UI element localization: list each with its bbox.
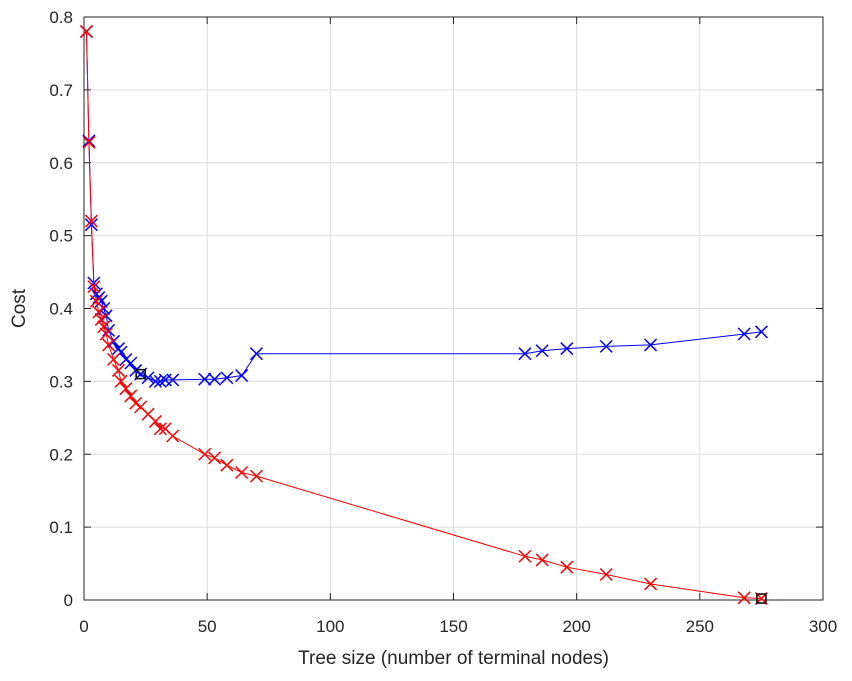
data-point-marker bbox=[599, 339, 613, 353]
data-point-marker bbox=[560, 342, 574, 356]
data-point-marker bbox=[111, 363, 126, 377]
y-tick-label: 0 bbox=[64, 591, 73, 610]
x-tick-label: 100 bbox=[316, 617, 344, 636]
data-point-marker bbox=[148, 414, 162, 428]
data-point-marker bbox=[560, 560, 574, 574]
data-point-marker bbox=[92, 305, 106, 319]
data-point-marker bbox=[518, 347, 532, 361]
best-point-marker bbox=[135, 368, 146, 380]
x-tick-label: 300 bbox=[809, 617, 837, 636]
series-layer bbox=[79, 25, 768, 606]
y-tick-label: 0.6 bbox=[49, 154, 73, 173]
x-tick-label: 0 bbox=[79, 617, 88, 636]
series-2 bbox=[79, 25, 768, 606]
data-point-marker bbox=[166, 429, 180, 443]
x-tick-label: 50 bbox=[198, 617, 217, 636]
y-tick-label: 0.1 bbox=[49, 518, 73, 537]
data-point-marker bbox=[737, 327, 751, 341]
data-point-marker bbox=[111, 342, 126, 356]
data-point-marker bbox=[535, 553, 549, 567]
data-point-marker bbox=[82, 135, 96, 149]
data-point-marker bbox=[124, 356, 138, 370]
data-point-marker bbox=[208, 372, 222, 386]
y-tick-label: 0.7 bbox=[49, 81, 73, 100]
data-point-marker bbox=[153, 422, 167, 436]
x-tick-label: 250 bbox=[686, 617, 714, 636]
x-tick-label: 200 bbox=[562, 617, 590, 636]
data-point-marker bbox=[107, 352, 121, 367]
data-point-marker bbox=[518, 549, 532, 563]
data-point-marker bbox=[249, 347, 263, 361]
data-point-marker bbox=[89, 294, 103, 308]
data-point-marker bbox=[220, 371, 234, 385]
series-1 bbox=[79, 25, 768, 388]
best-point-marker bbox=[756, 593, 767, 604]
data-point-marker bbox=[644, 338, 658, 352]
data-point-marker bbox=[198, 447, 212, 461]
data-point-marker bbox=[249, 469, 263, 483]
data-point-marker bbox=[79, 25, 93, 39]
y-tick-label: 0.3 bbox=[49, 372, 73, 391]
data-point-marker bbox=[99, 327, 113, 341]
data-point-marker bbox=[94, 312, 108, 326]
data-point-marker bbox=[235, 465, 249, 479]
data-point-marker bbox=[644, 577, 658, 591]
data-point-marker bbox=[535, 344, 549, 358]
data-point-marker bbox=[124, 389, 138, 403]
data-point-marker bbox=[198, 372, 212, 386]
data-point-marker bbox=[166, 373, 180, 387]
y-axis-label: Cost bbox=[9, 288, 30, 328]
data-point-marker bbox=[235, 369, 249, 383]
data-point-marker bbox=[599, 567, 613, 582]
x-axis-ticks: 0 50 100 150 200 250 300 bbox=[79, 17, 837, 636]
data-point-marker bbox=[84, 214, 98, 228]
y-axis-ticks: 0 0.1 0.2 0.3 0.4 0.5 0.6 0.7 0.8 bbox=[49, 8, 823, 610]
y-tick-label: 0.5 bbox=[49, 227, 73, 246]
data-point-marker bbox=[102, 338, 116, 352]
y-tick-label: 0.8 bbox=[49, 8, 73, 27]
data-point-marker bbox=[754, 325, 768, 339]
y-tick-label: 0.4 bbox=[49, 300, 73, 319]
data-point-marker bbox=[97, 320, 111, 334]
data-point-marker bbox=[208, 451, 222, 465]
data-point-marker bbox=[153, 374, 167, 388]
x-axis-label: Tree size (number of terminal nodes) bbox=[298, 648, 609, 669]
x-tick-label: 150 bbox=[439, 617, 467, 636]
data-point-marker bbox=[119, 382, 133, 396]
data-point-marker bbox=[141, 371, 155, 385]
data-point-marker bbox=[737, 591, 751, 605]
data-point-marker bbox=[220, 458, 234, 472]
data-point-marker bbox=[87, 280, 101, 294]
y-tick-label: 0.2 bbox=[49, 445, 73, 464]
data-point-marker bbox=[114, 374, 128, 388]
